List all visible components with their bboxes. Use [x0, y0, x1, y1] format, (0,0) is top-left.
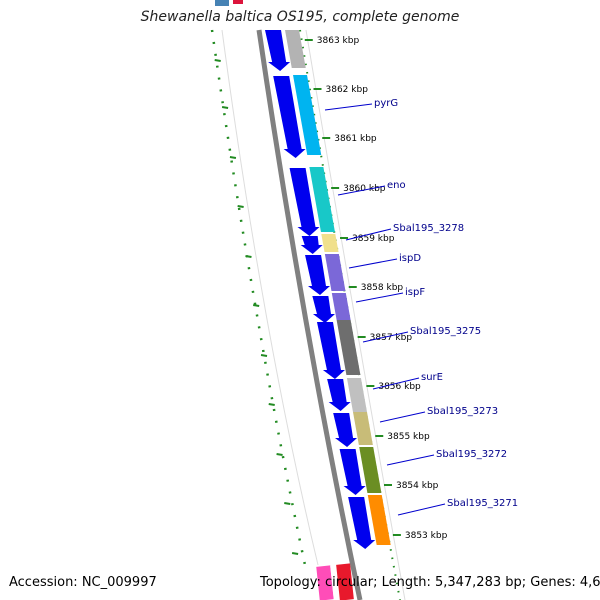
ruler-major-tick	[237, 205, 244, 208]
gene-leader-line	[337, 185, 386, 196]
kbp-label: 3860 kbp	[343, 184, 386, 194]
ruler-major-tick	[221, 106, 229, 109]
gene-label[interactable]: ispF	[405, 287, 425, 298]
kbp-label: 3861 kbp	[334, 134, 377, 144]
gene-block[interactable]	[367, 495, 391, 545]
ruler-major-tick	[253, 304, 260, 307]
gene-layer	[285, 30, 391, 545]
genome-summary-label: Topology: circular; Length: 5,347,283 bp…	[260, 575, 600, 590]
kbp-label: 3854 kbp	[396, 481, 439, 491]
gene-label[interactable]: ispD	[399, 253, 421, 264]
cds-arrow	[265, 30, 291, 71]
kbp-label: 3858 kbp	[361, 283, 404, 293]
gene-block[interactable]	[359, 447, 382, 493]
ruler-major-tick	[260, 354, 268, 357]
ring-outer-border	[221, 29, 319, 566]
gene-label[interactable]: Sbal195_3272	[436, 449, 507, 460]
gene-label[interactable]: Sbal195_3275	[410, 326, 481, 337]
gene-block[interactable]	[293, 75, 322, 155]
gene-block[interactable]	[346, 378, 367, 412]
cds-arrow	[316, 322, 345, 379]
cds-arrow	[289, 168, 320, 236]
cds-arrow	[300, 236, 323, 254]
gene-label[interactable]: Sbal195_3273	[427, 406, 498, 417]
label-layer: pyrG eno Sbal195_3278 ispD ispF Sbal195_3275s…	[324, 98, 518, 516]
top-edge-feature-blue	[215, 0, 229, 6]
cds-arrow	[273, 76, 306, 158]
ruler-major-tick	[245, 255, 252, 258]
ruler-major-tick	[284, 502, 291, 505]
bottom-edge-feature-pink	[316, 565, 334, 600]
gene-label[interactable]: Sbal195_3271	[447, 498, 518, 509]
ruler-major-tick	[214, 59, 221, 62]
accession-label: Accession: NC_009997	[9, 575, 157, 590]
gene-leader-line	[362, 331, 409, 343]
gene-leader-line	[397, 503, 446, 516]
cds-arrow	[305, 255, 330, 295]
gene-label[interactable]: surE	[421, 372, 443, 383]
gene-block[interactable]	[309, 167, 335, 232]
gene-label[interactable]: pyrG	[374, 98, 398, 109]
ruler-major-tick	[276, 453, 283, 456]
kbp-label: 3862 kbp	[326, 85, 369, 95]
map-title: Shewanella baltica OS195, complete genom…	[140, 9, 460, 25]
cds-arrow	[312, 296, 335, 323]
backbone	[256, 29, 363, 600]
cds-arrow	[339, 449, 366, 495]
gene-leader-line	[386, 454, 435, 466]
cds-arrow	[333, 413, 358, 447]
gene-leader-line	[379, 411, 426, 423]
kbp-label: 3863 kbp	[317, 36, 360, 46]
gene-leader-line	[348, 258, 398, 269]
cds-arrow	[327, 379, 351, 411]
gene-block[interactable]	[331, 293, 351, 320]
kbp-label: 3855 kbp	[387, 432, 430, 442]
gene-label[interactable]: Sbal195_3278	[393, 223, 464, 234]
gene-block[interactable]	[336, 320, 361, 375]
gene-leader-line	[324, 103, 373, 111]
gene-block[interactable]	[321, 234, 339, 252]
ring-inner-border	[305, 29, 406, 600]
kbp-label: 3859 kbp	[352, 234, 395, 244]
gene-block[interactable]	[285, 30, 306, 68]
gene-block[interactable]	[324, 254, 346, 291]
kbp-label: 3856 kbp	[378, 382, 421, 392]
tick-layer: 3863 kbp 3862 kbp 3861 kbp 3860 kbp 3859 kbp…	[214, 36, 448, 555]
kbp-label: 3853 kbp	[405, 531, 448, 541]
gene-leader-line	[372, 377, 420, 390]
kbp-label: 3857 kbp	[370, 333, 413, 343]
gene-leader-line	[355, 292, 404, 303]
bottom-edge-feature-red	[336, 563, 354, 600]
cds-layer	[265, 30, 376, 549]
cds-arrow	[348, 497, 376, 549]
gene-block[interactable]	[352, 412, 373, 445]
gene-leader-line	[345, 228, 392, 241]
gene-label[interactable]: eno	[387, 180, 406, 191]
ruler-major-tick	[291, 552, 299, 555]
top-edge-feature-red	[233, 0, 243, 4]
ruler-major-tick	[268, 403, 275, 406]
bottom-edge-feature-white	[330, 565, 339, 600]
ruler-major-tick	[229, 156, 237, 159]
